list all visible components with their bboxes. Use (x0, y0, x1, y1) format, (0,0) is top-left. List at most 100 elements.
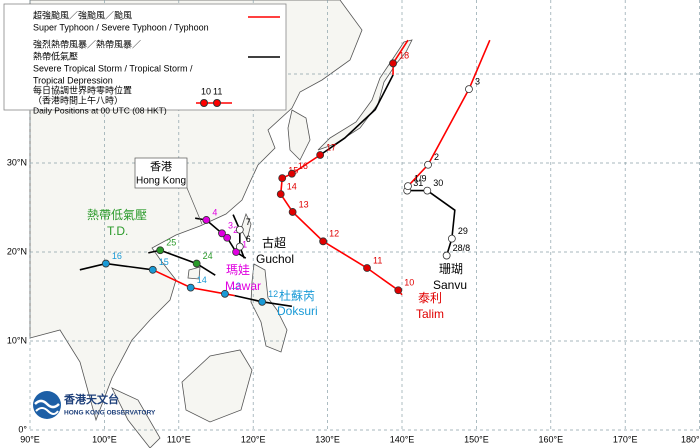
storm-name: 古超 (262, 235, 286, 250)
daily-position (218, 229, 226, 238)
x-tick-label: 180° (681, 434, 700, 444)
hko-logo: 香港天文台 HONG KONG OBSERVATORY (33, 391, 156, 419)
sumatra (111, 387, 161, 448)
storm-name: Guchol (256, 252, 294, 266)
daily-position (404, 182, 412, 191)
japan (317, 39, 413, 151)
logo-text: 香港天文台 (63, 392, 119, 406)
storm-name: Sanvu (433, 278, 467, 292)
daily-position (232, 248, 240, 256)
legend-text: Tropical Depression (33, 75, 113, 85)
daily-position (316, 151, 325, 159)
x-tick-label: 140°E (390, 434, 415, 444)
x-tick-label: 120°E (241, 434, 266, 444)
storm-name: Mawar (225, 279, 261, 293)
y-tick-label: 20°N (7, 246, 27, 256)
daily-position (148, 265, 157, 274)
day-label: 24 (203, 251, 213, 261)
storm-name: 熱帶低氣壓 (87, 208, 147, 222)
storm-names: 泰利 Talim 珊瑚 Sanvu 瑪娃 Mawar 古超 Guchol 杜蘇芮… (87, 208, 467, 321)
legend-day: 10 (201, 86, 211, 96)
taiwan (240, 212, 252, 242)
day-label: 10 (404, 278, 414, 288)
legend-marker (200, 99, 208, 107)
legend-day: 11 (213, 86, 222, 96)
daily-position (394, 286, 403, 295)
day-label: 2 (434, 152, 439, 162)
daily-position (202, 216, 211, 224)
philippines (250, 263, 288, 353)
daily-position (423, 186, 432, 195)
day-label: 7 (246, 217, 251, 227)
x-tick-label: 160°E (538, 434, 563, 444)
daily-position (278, 174, 287, 183)
track-line (148, 249, 216, 276)
x-tick-label: 110°E (167, 434, 191, 444)
x-tick-label: 90°E (20, 434, 40, 444)
legend-text: Super Typhoon / Severe Typhoon / Typhoon (33, 22, 209, 32)
day-label: 12 (329, 229, 339, 239)
y-tick-label: 10°N (7, 335, 27, 345)
day-label: 1/9 (414, 174, 427, 184)
daily-position (101, 259, 110, 268)
storm-name: 杜蘇芮 (279, 288, 315, 303)
place-label: Hong Kong (136, 176, 186, 187)
day-label: 11 (373, 255, 382, 265)
y-tick-label: 30°N (7, 157, 27, 167)
storm-name: T.D. (107, 224, 128, 238)
leader-line (186, 187, 203, 225)
day-label: 3 (228, 221, 233, 231)
track-line (407, 39, 491, 187)
day-label: 13 (231, 281, 241, 291)
logo-wave (34, 399, 60, 409)
track-line (319, 74, 394, 156)
korea (287, 109, 311, 161)
daily-position (288, 208, 297, 216)
daily-position (235, 242, 244, 251)
legend-text: Daily Positions at 00 UTC (08 HKT) (33, 105, 167, 115)
legend-text: 超強颱風／強颱風／颱風 (33, 9, 132, 20)
daily-position (389, 59, 397, 68)
storm-name: 珊瑚 (439, 261, 463, 276)
place-label: 香港 (150, 160, 172, 173)
day-label: 3 (475, 77, 480, 87)
track-line (232, 214, 246, 259)
daily-position (465, 85, 473, 94)
legend: 超強颱風／強颱風／颱風 Super Typhoon / Severe Typho… (3, 3, 287, 115)
day-label: 30 (433, 178, 443, 188)
day-label: 28/8 (453, 243, 471, 253)
x-tick-label: 100°E (92, 434, 117, 444)
label-box (134, 157, 188, 189)
grid: 90°E 100°E 110°E 120°E 130°E 140°E 150°E 160°E 1… (7, 0, 700, 444)
legend-text: 熱帶低氣壓 (33, 50, 78, 61)
daily-position (276, 190, 285, 199)
logo-wave (35, 407, 59, 415)
y-tick-label: 0° (18, 424, 27, 434)
daily-position (258, 297, 267, 306)
x-tick-label: 130°E (315, 434, 340, 444)
day-label: 14 (197, 275, 207, 285)
day-label: 17 (326, 142, 336, 152)
daily-position (287, 169, 296, 178)
day-label: 25 (166, 238, 176, 248)
track-line (152, 269, 235, 297)
storm-name: 泰利 (418, 291, 442, 305)
day-label: 6 (246, 234, 251, 244)
x-tick-label: 150°E (464, 434, 489, 444)
daily-position (442, 251, 451, 260)
legend-text: （香港時間上午八時） (33, 94, 123, 105)
daily-position (221, 289, 229, 298)
legend-text: 強烈熱帶風暴／熱帶風暴／ (33, 38, 141, 49)
legend-box (3, 3, 287, 111)
logo-text: HONG KONG OBSERVATORY (64, 410, 156, 417)
daily-position (447, 234, 456, 243)
storm-name: 瑪娃 (226, 263, 250, 277)
day-label: 15 (159, 257, 169, 267)
daily-position (319, 237, 328, 246)
daily-position (192, 259, 201, 268)
tracks: 10111213141516171828/82930311/9231234671… (79, 39, 491, 308)
storm-name: Talim (416, 307, 444, 321)
day-label: 1 (242, 239, 247, 249)
daily-position (363, 264, 371, 272)
